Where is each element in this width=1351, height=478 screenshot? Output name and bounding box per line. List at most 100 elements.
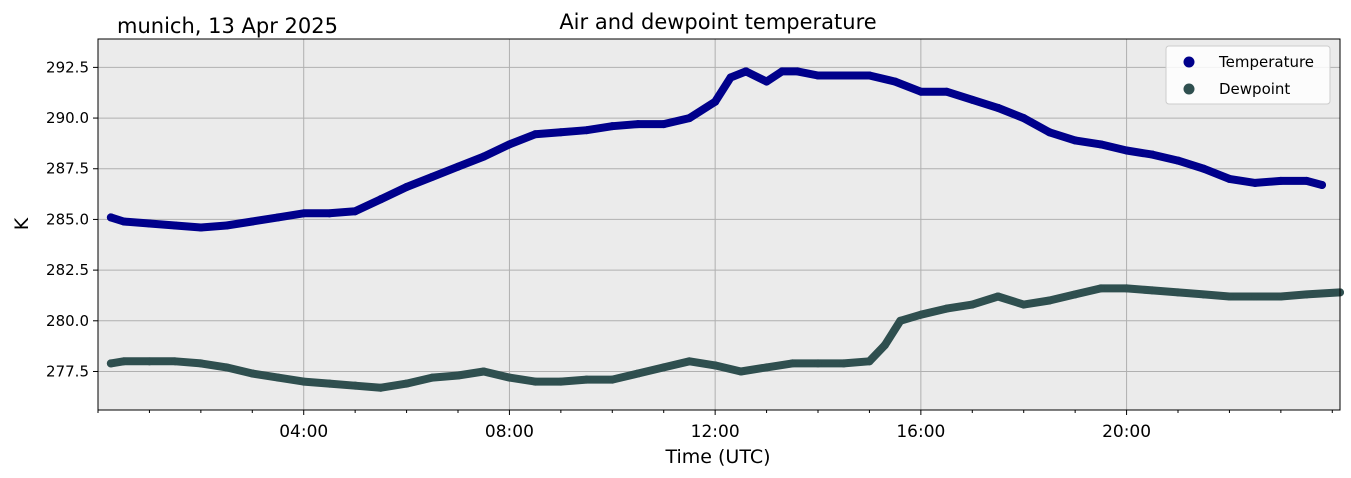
- data-point: [608, 375, 617, 384]
- data-point: [942, 304, 951, 313]
- data-point: [726, 73, 735, 82]
- data-point: [171, 357, 180, 366]
- data-point: [1071, 290, 1080, 299]
- y-tick-label: 282.5: [46, 261, 89, 279]
- data-point: [106, 359, 115, 368]
- data-point: [119, 357, 128, 366]
- data-point: [891, 77, 900, 86]
- data-point: [428, 172, 437, 181]
- data-point: [659, 120, 668, 129]
- data-point: [634, 369, 642, 378]
- data-point: [145, 219, 154, 228]
- data-point: [505, 140, 514, 149]
- data-point: [916, 87, 925, 96]
- data-point: [1045, 296, 1054, 305]
- data-point: [299, 377, 308, 386]
- series-line-dewpoint: [106, 284, 1344, 392]
- data-point: [1276, 176, 1285, 185]
- data-point: [531, 377, 540, 386]
- data-point: [968, 300, 977, 309]
- data-point: [454, 162, 462, 171]
- data-point: [1251, 178, 1260, 187]
- legend-box: [1165, 45, 1331, 105]
- legend-label: Dewpoint: [1219, 80, 1290, 98]
- data-point: [1302, 290, 1311, 299]
- data-point: [865, 71, 874, 80]
- legend-marker: [1183, 56, 1195, 68]
- data-point: [1225, 174, 1234, 183]
- data-point: [428, 373, 437, 382]
- data-point: [454, 371, 462, 380]
- x-tick-label: 08:00: [485, 422, 534, 442]
- x-tick-label: 04:00: [279, 422, 328, 442]
- data-point: [994, 292, 1002, 301]
- data-point: [608, 122, 617, 131]
- y-tick-label: 287.5: [46, 160, 89, 178]
- x-axis-label: Time (UTC): [664, 446, 770, 468]
- data-point: [839, 359, 848, 368]
- data-point: [531, 130, 540, 139]
- data-point: [711, 97, 720, 106]
- plot-frame: [97, 38, 1341, 411]
- data-point: [1251, 292, 1260, 301]
- data-point: [1122, 284, 1131, 293]
- chart-title: Air and dewpoint temperature: [559, 10, 876, 34]
- series-layer: [106, 67, 1344, 392]
- legend: Temperature Dewpoint: [1165, 45, 1331, 105]
- data-point: [556, 128, 565, 137]
- data-point: [839, 71, 848, 80]
- data-point: [351, 381, 360, 390]
- data-point: [896, 316, 905, 325]
- data-point: [248, 217, 257, 226]
- data-point: [685, 357, 694, 366]
- data-point: [814, 71, 822, 80]
- data-point: [106, 213, 115, 222]
- data-point: [1199, 290, 1208, 299]
- data-point: [222, 221, 231, 230]
- data-point: [402, 182, 411, 191]
- y-tick-label: 292.5: [46, 58, 89, 76]
- data-point: [1096, 140, 1105, 149]
- x-tick-label: 20:00: [1102, 422, 1151, 442]
- data-point: [1174, 156, 1182, 165]
- data-point: [685, 114, 694, 123]
- data-point: [880, 341, 889, 350]
- data-point: [762, 363, 771, 372]
- data-point: [634, 120, 642, 129]
- x-tick-label: 12:00: [691, 422, 740, 442]
- data-point: [793, 67, 802, 76]
- data-point: [814, 359, 822, 368]
- data-point: [274, 373, 282, 382]
- data-point: [299, 209, 308, 218]
- data-point: [222, 363, 231, 372]
- data-point: [968, 95, 977, 104]
- data-point: [582, 375, 591, 384]
- legend-label: Temperature: [1218, 53, 1314, 71]
- data-point: [402, 379, 411, 388]
- data-point: [479, 367, 488, 376]
- data-point: [376, 383, 385, 392]
- data-point: [1019, 114, 1028, 123]
- legend-marker: [1183, 83, 1195, 95]
- x-axis-ticks: 04:00 08:00 12:00 16:00 20:00: [97, 410, 1333, 442]
- data-point: [1318, 180, 1326, 189]
- y-tick-label: 280.0: [46, 312, 89, 330]
- data-point: [778, 67, 786, 76]
- data-point: [1096, 284, 1105, 293]
- data-point: [325, 209, 334, 218]
- data-point: [916, 310, 925, 319]
- data-point: [1276, 292, 1285, 301]
- data-point: [171, 221, 180, 230]
- data-point: [1148, 286, 1157, 295]
- y-tick-label: 285.0: [46, 210, 89, 228]
- data-point: [1071, 136, 1080, 145]
- data-point: [274, 213, 282, 222]
- data-point: [1199, 164, 1208, 173]
- data-point: [556, 377, 565, 386]
- data-point: [742, 67, 750, 76]
- y-axis-ticks: 277.5 280.0 282.5 285.0 287.5 290.0 292.5: [46, 58, 98, 380]
- y-tick-label: 277.5: [46, 362, 89, 380]
- data-point: [479, 152, 488, 161]
